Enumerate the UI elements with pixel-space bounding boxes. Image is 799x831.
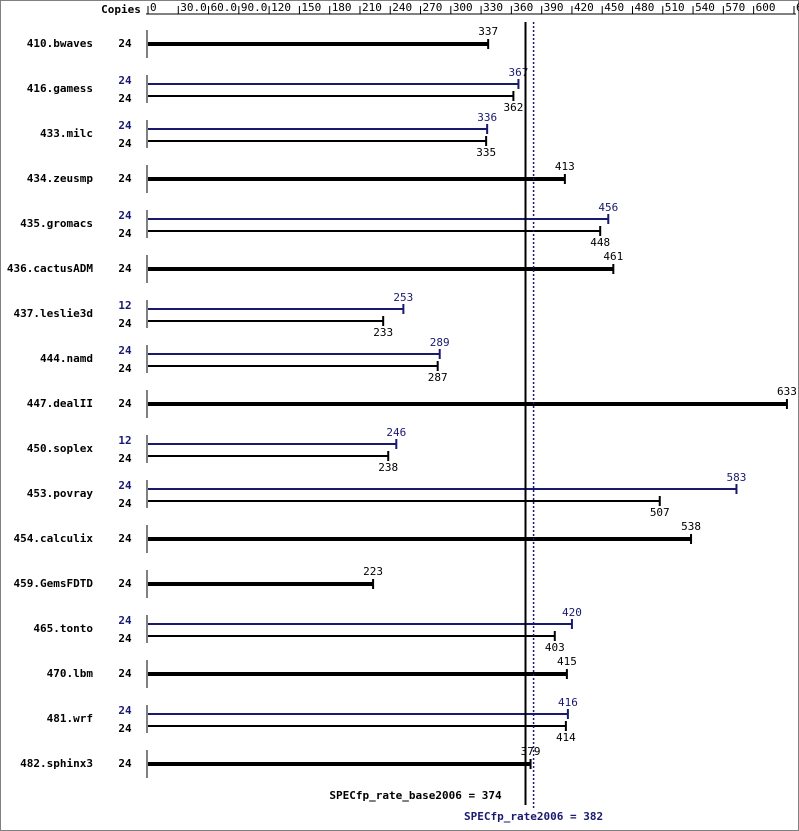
value-label: 633: [777, 385, 797, 398]
value-label: 287: [428, 371, 448, 384]
value-label: 456: [598, 201, 618, 214]
copies-label: 24: [118, 614, 132, 627]
copies-label: 24: [118, 227, 132, 240]
category-label: 434.zeusmp: [27, 172, 94, 185]
copies-label: 12: [118, 434, 131, 447]
category-label: 482.sphinx3: [20, 757, 93, 770]
x-tick-label: 150: [301, 1, 321, 14]
category-label: 481.wrf: [47, 712, 93, 725]
copies-label: 24: [118, 362, 132, 375]
x-tick-label: 120: [271, 1, 291, 14]
category-label: 470.lbm: [47, 667, 94, 680]
value-label: 583: [727, 471, 747, 484]
x-tick-label: 90.0: [241, 1, 268, 14]
category-label: 459.GemsFDTD: [14, 577, 94, 590]
copies-label: 24: [118, 37, 132, 50]
copies-label: 24: [118, 172, 132, 185]
copies-label: 24: [118, 209, 132, 222]
value-label: 337: [478, 25, 498, 38]
category-label: 435.gromacs: [20, 217, 93, 230]
copies-label: 24: [118, 577, 132, 590]
copies-label: 24: [118, 704, 132, 717]
copies-label: 24: [118, 74, 132, 87]
x-tick-label: 270: [423, 1, 443, 14]
copies-label: 12: [118, 299, 131, 312]
value-label: 362: [503, 101, 523, 114]
copies-label: 24: [118, 497, 132, 510]
copies-label: 24: [118, 479, 132, 492]
value-label: 336: [477, 111, 497, 124]
category-label: 433.milc: [40, 127, 93, 140]
category-label: 453.povray: [27, 487, 94, 500]
copies-label: 24: [118, 317, 132, 330]
category-label: 465.tonto: [33, 622, 93, 635]
category-label: 454.calculix: [14, 532, 94, 545]
copies-label: 24: [118, 757, 132, 770]
value-label: 416: [558, 696, 578, 709]
value-label: 403: [545, 641, 565, 654]
x-tick-label: 330: [483, 1, 503, 14]
category-label: 416.gamess: [27, 82, 93, 95]
x-tick-label: 240: [392, 1, 412, 14]
category-label: 436.cactusADM: [7, 262, 93, 275]
x-tick-label: 540: [695, 1, 715, 14]
value-label: 223: [363, 565, 383, 578]
reference-label: SPECfp_rate2006 = 382: [464, 810, 603, 823]
axis-label: Copies: [101, 3, 141, 16]
value-label: 414: [556, 731, 576, 744]
x-tick-label: 0: [150, 1, 157, 14]
copies-label: 24: [118, 92, 132, 105]
x-tick-label: 180: [332, 1, 352, 14]
copies-label: 24: [118, 344, 132, 357]
x-tick-label: 390: [544, 1, 564, 14]
x-tick-label: 480: [635, 1, 655, 14]
category-label: 444.namd: [40, 352, 93, 365]
copies-label: 24: [118, 262, 132, 275]
x-tick-label: 30.0: [180, 1, 207, 14]
x-tick-label: 450: [604, 1, 624, 14]
value-label: 507: [650, 506, 670, 519]
category-label: 450.soplex: [27, 442, 94, 455]
x-tick-label: 570: [725, 1, 745, 14]
value-label: 413: [555, 160, 575, 173]
value-label: 238: [378, 461, 398, 474]
value-label: 461: [603, 250, 623, 263]
x-tick-label: 600: [756, 1, 776, 14]
copies-label: 24: [118, 137, 132, 150]
x-tick-label: 60.0: [211, 1, 238, 14]
x-tick-label: 420: [574, 1, 594, 14]
value-label: 415: [557, 655, 577, 668]
value-label: 233: [373, 326, 393, 339]
copies-label: 24: [118, 722, 132, 735]
value-label: 448: [590, 236, 610, 249]
copies-label: 24: [118, 532, 132, 545]
x-tick-label: 210: [362, 1, 382, 14]
category-label: 410.bwaves: [27, 37, 93, 50]
x-tick-label: 510: [665, 1, 685, 14]
x-tick-label: 300: [453, 1, 473, 14]
copies-label: 24: [118, 667, 132, 680]
value-label: 538: [681, 520, 701, 533]
value-label: 289: [430, 336, 450, 349]
copies-label: 24: [118, 119, 132, 132]
value-label: 335: [476, 146, 496, 159]
copies-label: 24: [118, 397, 132, 410]
x-tick-label: 360: [513, 1, 533, 14]
value-label: 367: [509, 66, 529, 79]
category-label: 437.leslie3d: [14, 307, 93, 320]
value-label: 420: [562, 606, 582, 619]
value-label: 253: [393, 291, 413, 304]
copies-label: 24: [118, 452, 132, 465]
reference-label: SPECfp_rate_base2006 = 374: [329, 789, 502, 802]
value-label: 246: [386, 426, 406, 439]
copies-label: 24: [118, 632, 132, 645]
x-tick-label: 640: [796, 1, 799, 14]
value-label: 379: [521, 745, 541, 758]
category-label: 447.dealII: [27, 397, 93, 410]
